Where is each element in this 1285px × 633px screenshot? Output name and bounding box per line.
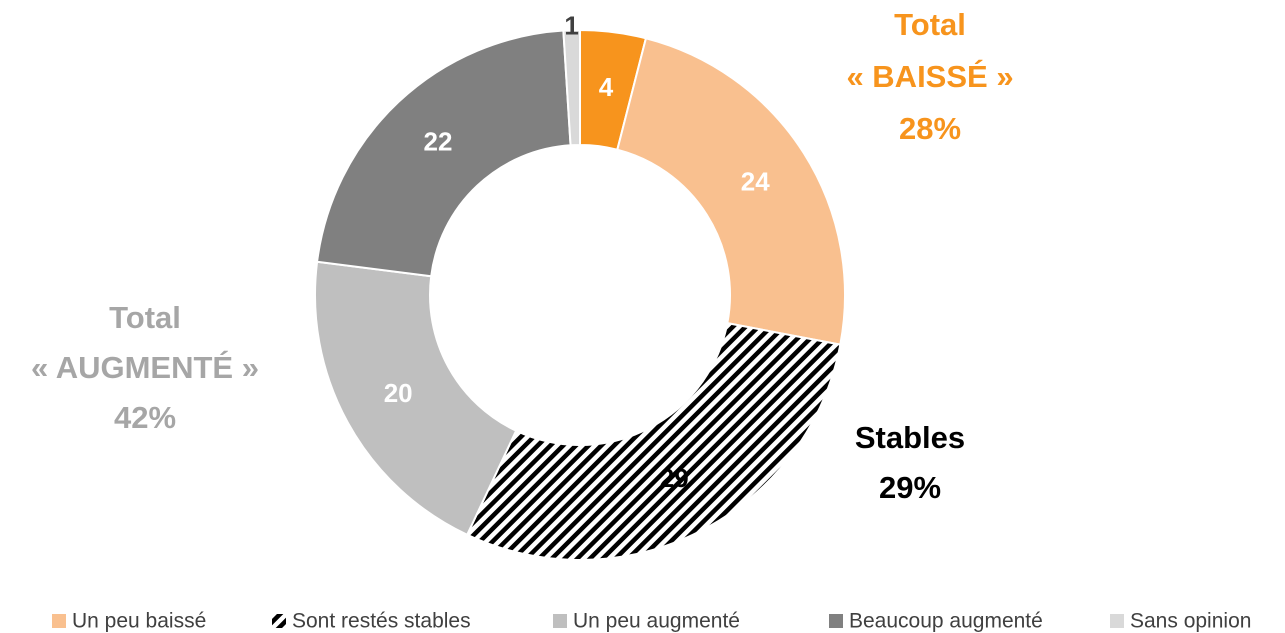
data-label: 1: [564, 11, 578, 41]
legend-label: Un peu augmenté: [573, 610, 740, 633]
data-label: 24: [741, 167, 770, 197]
legend-marker: [52, 614, 66, 628]
donut-segment: [562, 28, 581, 147]
annotation: « AUGMENTÉ »: [31, 350, 259, 385]
annotation: Total: [109, 300, 181, 335]
donut-segment: [315, 29, 572, 278]
legend-label: Un peu baissé: [72, 610, 206, 633]
legend-marker: [1110, 614, 1124, 628]
donut-segment: [616, 37, 846, 346]
annotation: 29%: [879, 470, 941, 505]
annotation: 28%: [899, 111, 961, 146]
annotation: Stables: [855, 420, 965, 455]
annotation: 42%: [114, 400, 176, 435]
donut-segment: [465, 321, 842, 561]
legend-label: Sans opinion: [1130, 610, 1251, 633]
annotation: « BAISSÉ »: [846, 59, 1013, 94]
data-label: 20: [384, 378, 413, 408]
legend-marker: [553, 614, 567, 628]
donut-segment: [314, 260, 518, 537]
legend-marker: [829, 614, 843, 628]
legend-label: Beaucoup augmenté: [849, 610, 1043, 633]
data-label: 4: [599, 72, 614, 102]
annotation: Total: [894, 7, 966, 42]
data-label: 29: [660, 463, 689, 493]
legend-label: Sont restés stables: [292, 610, 471, 633]
data-label: 22: [423, 127, 452, 157]
legend-marker: [272, 614, 286, 628]
